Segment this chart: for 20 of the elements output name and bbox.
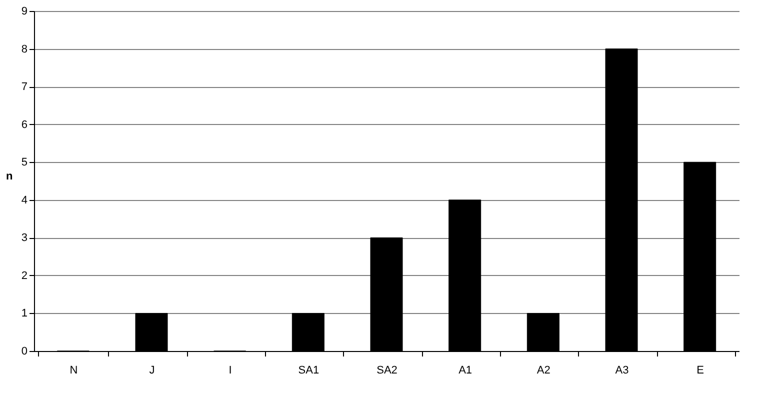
y-tick-label: 0 <box>21 346 28 358</box>
y-tick-label: 5 <box>21 156 28 169</box>
y-tick-label: 1 <box>21 308 28 320</box>
x-tick-label: A1 <box>458 364 472 376</box>
x-tick-label: J <box>149 364 155 376</box>
y-tick-label: 4 <box>21 194 28 206</box>
y-tick-label: 9 <box>21 6 28 18</box>
x-tick-label: N <box>70 364 78 376</box>
x-tick-label: SA2 <box>376 364 398 376</box>
y-tick-label: 8 <box>21 43 28 56</box>
y-axis-title: n <box>6 170 14 182</box>
x-tick-label: SA1 <box>298 364 320 376</box>
x-tick-label: A2 <box>536 364 550 376</box>
y-tick-label: 7 <box>21 81 28 94</box>
x-tick-label: I <box>228 364 232 376</box>
x-tick-label: A3 <box>615 364 629 376</box>
x-tick-label: E <box>696 364 704 376</box>
y-tick-label: 3 <box>21 232 28 244</box>
y-tick-label: 2 <box>21 270 28 282</box>
y-tick-label: 6 <box>21 118 28 131</box>
